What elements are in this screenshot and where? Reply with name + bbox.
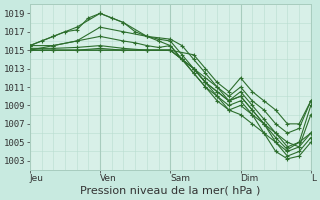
X-axis label: Pression niveau de la mer( hPa ): Pression niveau de la mer( hPa ) (80, 186, 260, 196)
